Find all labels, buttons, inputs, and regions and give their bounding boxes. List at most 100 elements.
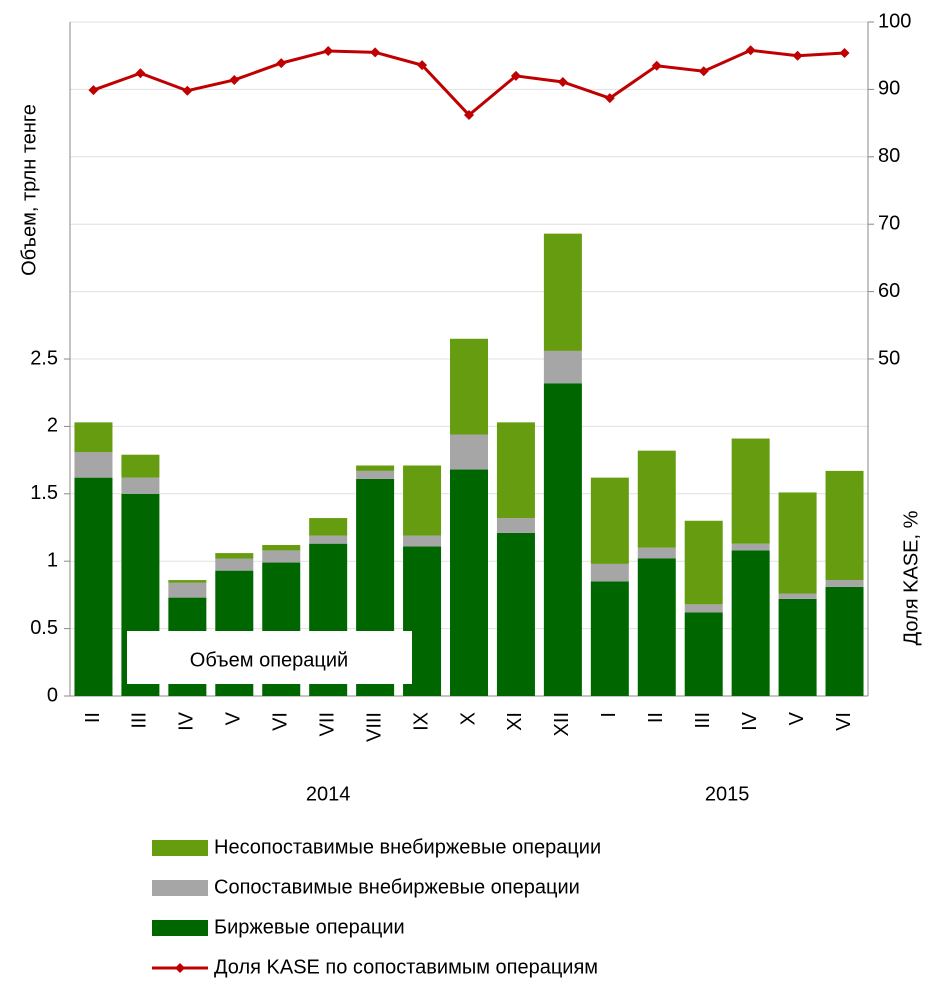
y2-axis-label: Доля KASE, % <box>900 510 922 645</box>
bar-segment <box>309 535 348 544</box>
bar-segment <box>168 580 207 583</box>
line <box>92 48 845 118</box>
bar-segment <box>121 477 160 494</box>
bar-segment <box>684 612 723 696</box>
bar-segment <box>74 477 113 696</box>
line-marker <box>417 60 428 71</box>
bar-segment <box>590 563 629 582</box>
bar-segment <box>356 465 395 471</box>
x-tick-label: XI <box>504 712 526 731</box>
legend-swatch <box>152 920 208 936</box>
line-marker <box>323 45 334 56</box>
bar-segment <box>450 469 488 696</box>
x-group-label: 2014 <box>306 783 351 805</box>
bar-segment <box>825 470 864 581</box>
bar-segment <box>543 233 582 351</box>
x-tick-label: III <box>692 712 714 729</box>
line-marker <box>604 93 615 104</box>
legend-swatch <box>152 840 208 856</box>
bar-segment <box>825 586 864 696</box>
y2-tick-label: 90 <box>878 78 900 100</box>
bar-segment <box>637 547 676 559</box>
bar-segment <box>121 454 160 478</box>
bar-segment <box>637 450 676 548</box>
annotation-box <box>127 631 412 684</box>
bar-segment <box>496 532 535 696</box>
bar-segment <box>450 434 488 470</box>
line-marker <box>88 85 99 96</box>
annotation: Объем операций <box>190 649 348 671</box>
bar-segment <box>215 553 254 559</box>
bar-segment <box>403 535 442 547</box>
legend-label: Сопоставимые внебиржевые операции <box>214 876 580 898</box>
legend-swatch <box>152 880 208 896</box>
line-marker <box>229 74 240 85</box>
x-tick-label: II <box>645 712 667 723</box>
bar-segment <box>825 580 864 587</box>
line-marker <box>464 110 474 121</box>
bar-segment <box>74 452 113 478</box>
y-axis-label: Объем, трлн тенге <box>18 104 40 276</box>
line-marker <box>135 68 146 79</box>
x-tick-label: I <box>598 712 620 718</box>
bar-segment <box>778 598 817 696</box>
x-tick-label: IV <box>739 711 761 731</box>
x-tick-label: X <box>457 712 479 725</box>
bar-segment <box>684 604 723 613</box>
legend-label: Биржевые операции <box>214 916 405 938</box>
x-tick-label: IX <box>410 712 432 731</box>
bar-segment <box>778 492 817 594</box>
x-tick-label: V <box>786 711 808 725</box>
y-tick-label: 2.5 <box>30 347 58 369</box>
bar-segment <box>356 470 395 479</box>
y2-tick-label: 50 <box>878 347 900 369</box>
bar-segment <box>450 338 488 435</box>
y-tick-label: 2 <box>47 415 58 437</box>
bar-segment <box>403 465 442 536</box>
legend-label: Несопоставимые внебиржевые операции <box>214 836 601 858</box>
bar-segment <box>590 477 629 564</box>
y-tick-label: 0 <box>47 684 58 706</box>
bar-segment <box>309 518 348 536</box>
bar-segment <box>496 422 535 519</box>
line-marker <box>698 66 709 77</box>
y-tick-label: 1.5 <box>30 482 58 504</box>
x-tick-label: VII <box>316 712 338 736</box>
y2-tick-label: 70 <box>878 212 900 234</box>
bar-segment <box>543 383 582 696</box>
legend-label: Доля KASE по сопоставимым операциям <box>214 956 598 978</box>
bar-segment <box>74 422 113 453</box>
bar-segment <box>731 550 770 696</box>
bar-segment <box>543 350 582 384</box>
x-group-label: 2015 <box>705 783 750 805</box>
x-tick-label: III <box>129 712 151 729</box>
y-tick-label: 0.5 <box>30 617 58 639</box>
bar-segment <box>590 581 629 696</box>
x-tick-label: II <box>82 712 104 723</box>
y-tick-label: 1 <box>47 549 58 571</box>
line-marker <box>182 85 193 96</box>
bar-segment <box>262 545 301 551</box>
y2-tick-label: 100 <box>878 10 911 32</box>
line-marker <box>557 76 568 87</box>
bar-segment <box>168 582 207 598</box>
bar-segment <box>684 520 723 605</box>
line-marker <box>510 70 521 81</box>
line-marker <box>839 48 850 59</box>
x-tick-label: VI <box>270 712 292 731</box>
bar-segment <box>637 558 676 696</box>
legend-marker <box>175 963 185 973</box>
bar-segment <box>496 518 535 533</box>
y2-tick-label: 60 <box>878 280 900 302</box>
x-tick-label: VI <box>833 712 855 731</box>
line-marker <box>276 58 287 69</box>
bar-segment <box>262 550 301 563</box>
line-marker <box>792 50 803 61</box>
x-tick-label: V <box>223 711 245 725</box>
bar-segment <box>215 558 254 571</box>
x-tick-label: VIII <box>363 712 385 742</box>
x-tick-label: XII <box>551 712 573 736</box>
line-marker <box>651 60 662 71</box>
